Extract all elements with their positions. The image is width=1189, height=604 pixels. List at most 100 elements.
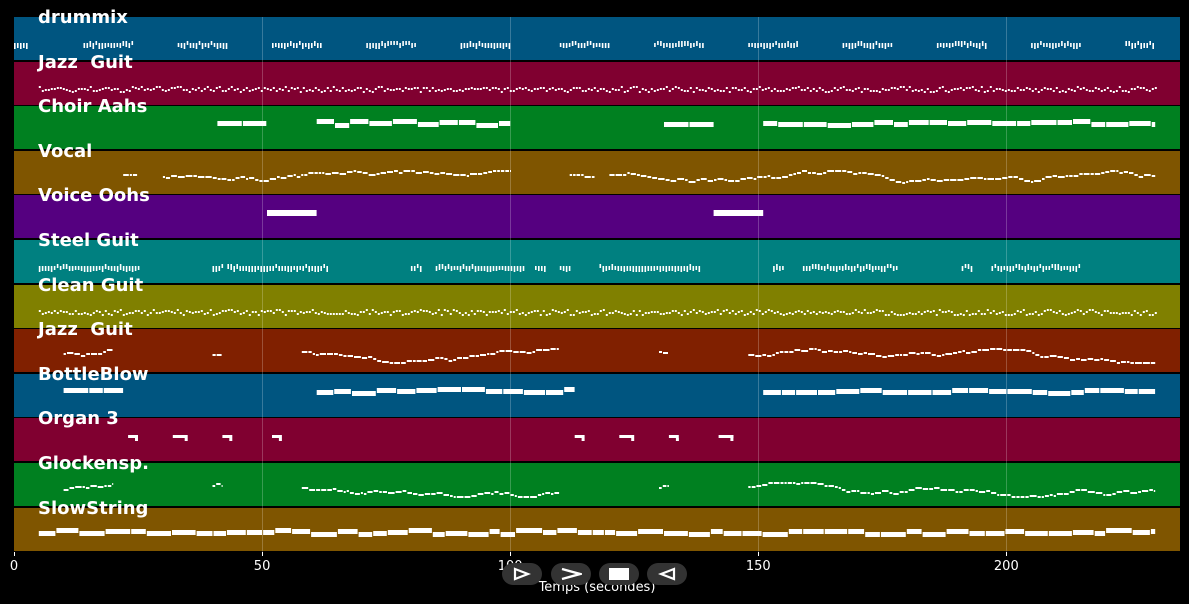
track-lane[interactable]: Jazz Guit — [14, 319, 1180, 373]
note — [407, 87, 410, 90]
note — [314, 86, 317, 89]
note — [209, 88, 212, 91]
note — [653, 89, 656, 92]
note — [425, 86, 428, 89]
note — [978, 491, 986, 493]
note — [377, 85, 380, 88]
note — [1106, 494, 1112, 496]
track-lane[interactable]: BottleBlow — [14, 364, 1180, 417]
note — [63, 387, 89, 393]
note — [356, 86, 359, 89]
note — [212, 485, 216, 487]
note — [801, 350, 809, 353]
note — [1003, 266, 1006, 270]
note — [521, 311, 524, 314]
track-lane[interactable]: Jazz Guit — [14, 52, 1180, 105]
note — [263, 529, 275, 535]
note — [195, 43, 198, 49]
rewind-button[interactable] — [647, 563, 687, 585]
track-lane[interactable]: drummix — [14, 7, 1180, 60]
note — [685, 178, 688, 181]
track-lane[interactable]: Vocal — [14, 141, 1180, 194]
note — [371, 90, 374, 93]
track-lane[interactable]: Clean Guit — [14, 275, 1180, 328]
note — [308, 43, 310, 49]
track-lane[interactable]: Steel Guit — [14, 230, 1180, 283]
note — [415, 171, 422, 174]
note — [1039, 264, 1042, 268]
note — [611, 311, 614, 314]
note — [491, 493, 494, 495]
note — [381, 41, 383, 46]
note — [260, 89, 263, 92]
note — [269, 177, 276, 180]
note — [183, 43, 186, 49]
play-button[interactable] — [502, 563, 542, 585]
note — [376, 172, 380, 175]
note — [900, 354, 903, 357]
note — [65, 88, 68, 91]
track-label: Jazz Guit — [38, 51, 133, 73]
note — [751, 43, 753, 47]
note — [1044, 495, 1049, 497]
note — [688, 531, 710, 537]
stop-button[interactable] — [599, 563, 639, 585]
note — [578, 86, 581, 89]
track-lane[interactable]: Choir Aahs — [14, 96, 1180, 150]
note — [677, 177, 685, 180]
note — [971, 312, 974, 315]
note — [761, 88, 764, 91]
note — [1081, 489, 1087, 491]
note — [504, 266, 507, 271]
note — [155, 311, 158, 314]
note — [1130, 362, 1134, 365]
note — [903, 354, 908, 357]
note — [1076, 358, 1080, 361]
note — [269, 88, 272, 91]
track-lane[interactable]: SlowString — [14, 498, 1180, 551]
note — [796, 389, 817, 395]
note — [535, 266, 537, 270]
note — [788, 173, 793, 176]
note — [953, 352, 958, 355]
note — [986, 308, 989, 311]
note — [1128, 41, 1130, 46]
note — [791, 86, 794, 89]
note — [86, 353, 90, 356]
note — [131, 266, 134, 272]
note — [878, 90, 881, 93]
note — [961, 266, 964, 271]
note — [1035, 354, 1040, 357]
note — [663, 43, 665, 48]
note — [380, 171, 386, 174]
note — [335, 88, 338, 91]
note — [1112, 311, 1115, 314]
track-lane[interactable]: Glockensp. — [14, 453, 1180, 506]
forward-button[interactable] — [551, 563, 591, 585]
note — [440, 313, 443, 316]
note — [1025, 86, 1028, 89]
note — [296, 175, 301, 178]
note — [620, 85, 623, 88]
track-label: SlowString — [38, 497, 149, 519]
note — [1138, 491, 1141, 493]
note — [908, 489, 915, 491]
note — [724, 178, 728, 181]
track-lane[interactable]: Voice Oohs — [14, 185, 1180, 239]
track-label: Steel Guit — [38, 230, 139, 251]
note — [1112, 493, 1116, 495]
note — [92, 89, 95, 92]
note — [698, 266, 701, 272]
note — [158, 311, 161, 314]
note — [821, 88, 824, 91]
note — [809, 311, 812, 314]
note — [1127, 90, 1130, 93]
track-lane[interactable]: Organ 3 — [14, 408, 1180, 462]
note — [338, 354, 343, 357]
note — [970, 176, 977, 179]
note — [1088, 89, 1091, 92]
note — [146, 87, 149, 90]
note — [818, 86, 821, 89]
piano-roll[interactable]: drummix Jazz Guit Choir Aahs Vocal Voice Ooh… — [14, 7, 1180, 552]
note — [953, 313, 956, 316]
